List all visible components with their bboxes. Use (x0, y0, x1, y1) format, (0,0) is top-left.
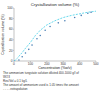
scatter-point (36, 38, 38, 40)
curve (14, 11, 96, 61)
scatter-point (64, 20, 66, 22)
y-tick (13, 61, 14, 62)
x-tick-label: 400 (77, 62, 83, 66)
scatter-point (80, 15, 82, 17)
scatter-point (74, 17, 76, 19)
scatter-point (49, 26, 51, 28)
y-tick (13, 39, 14, 40)
y-tick-label: 40 (9, 38, 13, 42)
scatter-point (21, 56, 23, 58)
y-tick-label: 100 (7, 6, 13, 10)
x-axis-line (14, 61, 96, 62)
scatter-point (39, 35, 41, 37)
x-tick-label: 100 (28, 62, 34, 66)
y-tick (13, 50, 14, 51)
scatter-point (44, 29, 46, 31)
y-tick (13, 8, 14, 9)
scatter-point (90, 11, 92, 13)
y-tick (13, 29, 14, 30)
y-tick-label: 80 (9, 17, 13, 21)
scatter-point (18, 59, 20, 61)
chart: 0100200300400500020406080100Crystallizat… (0, 0, 100, 93)
y-tick (13, 18, 14, 19)
y-tick-label: 60 (9, 27, 13, 31)
title: Crystallization volume (%) (31, 2, 80, 7)
x-tick-label: 500 (93, 62, 99, 66)
note-line: - - - - extrapolation (3, 87, 28, 91)
scatter-point (87, 13, 89, 15)
scatter-point (28, 49, 30, 51)
plot-area (14, 11, 96, 61)
y-axis-line (14, 8, 15, 61)
y-tick-label: 20 (9, 49, 13, 53)
y-axis-label: Crystallization volume (%) (1, 14, 5, 54)
x-tick-label: 0 (13, 62, 15, 66)
scatter-point (25, 52, 27, 54)
note-line: The ammonium tungstate solution diluted … (3, 71, 79, 75)
y-tick-label: 0 (11, 59, 13, 63)
scatter-point (57, 22, 59, 24)
scatter-point (31, 44, 33, 46)
